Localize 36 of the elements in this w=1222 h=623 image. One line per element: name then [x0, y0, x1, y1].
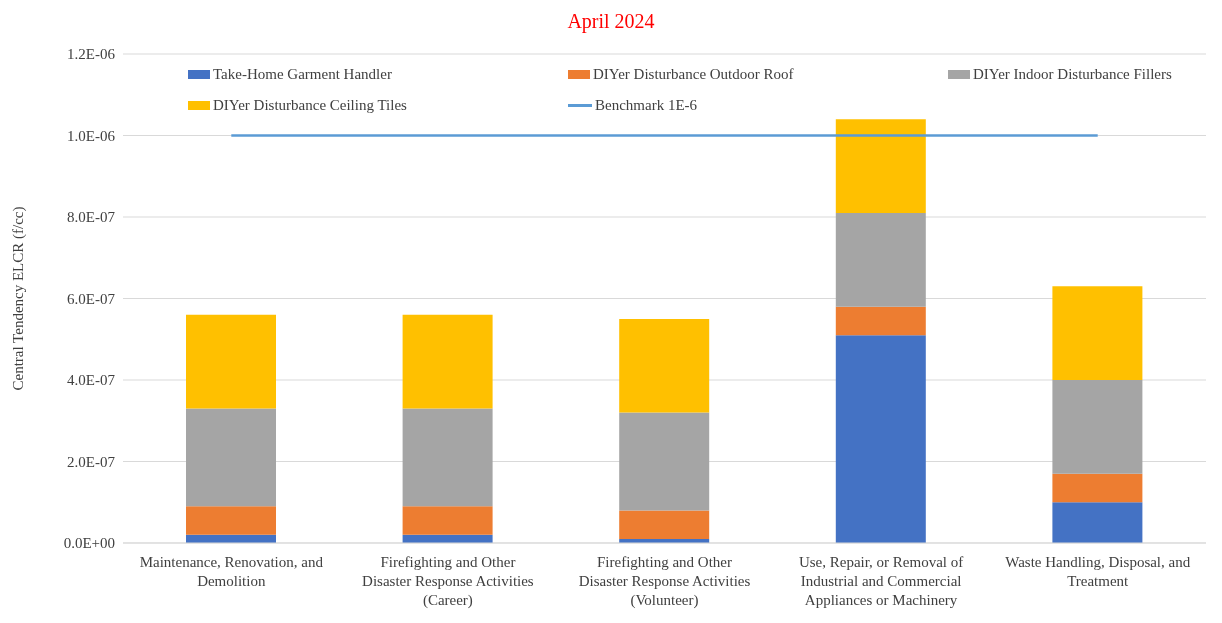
- x-tick-label: Use, Repair, or Removal of Industrial and Commercial Appliances or Machinery: [798, 554, 964, 608]
- y-axis-title: Central Tendency ELCR (f/cc): [10, 206, 28, 391]
- bar: [835, 212, 926, 307]
- x-tick-label: Waste Handling, Disposal, and Treatment: [1005, 554, 1191, 589]
- legend-label: DIYer Disturbance Outdoor Roof: [593, 66, 794, 83]
- bar: [619, 510, 710, 539]
- x-tick-label: Firefighting and Other Disaster Response Activities (Career): [362, 554, 534, 609]
- x-tick-label: Maintenance, Renovation, and Demolition: [139, 554, 324, 589]
- bar: [402, 314, 493, 409]
- legend-label: Take-Home Garment Handler: [213, 66, 392, 83]
- legend-label: Benchmark 1E-6: [595, 97, 698, 114]
- bar: [1052, 473, 1143, 503]
- bar: [402, 408, 493, 507]
- bar: [619, 318, 710, 413]
- bar: [1052, 286, 1143, 380]
- bar: [186, 408, 276, 507]
- bar: [186, 314, 276, 409]
- y-tick-label: 4.0E-07: [67, 372, 116, 389]
- y-tick-label: 1.0E-06: [67, 127, 116, 144]
- text: April 2024: [566, 10, 656, 33]
- bar: [1052, 380, 1143, 474]
- bar: [835, 119, 926, 213]
- y-tick-label: 8.0E-07: [67, 209, 116, 226]
- bar: [619, 412, 710, 511]
- legend-label: DIYer Disturbance Ceiling Tiles: [213, 97, 407, 114]
- legend-label: DIYer Indoor Disturbance Fillers: [973, 66, 1172, 83]
- x-tick-label: Firefighting and Other Disaster Response Activities (Volunteer): [578, 554, 751, 609]
- y-tick-label: 2.0E-07: [67, 453, 116, 470]
- y-tick-label: 1.2E-06: [67, 46, 116, 63]
- y-tick-label: 6.0E-07: [67, 290, 116, 307]
- bar: [186, 506, 276, 535]
- bar: [835, 335, 926, 543]
- y-tick-label: 0.0E+00: [63, 535, 115, 552]
- bar: [1052, 502, 1143, 543]
- bar: [402, 506, 493, 535]
- bar: [835, 306, 926, 336]
